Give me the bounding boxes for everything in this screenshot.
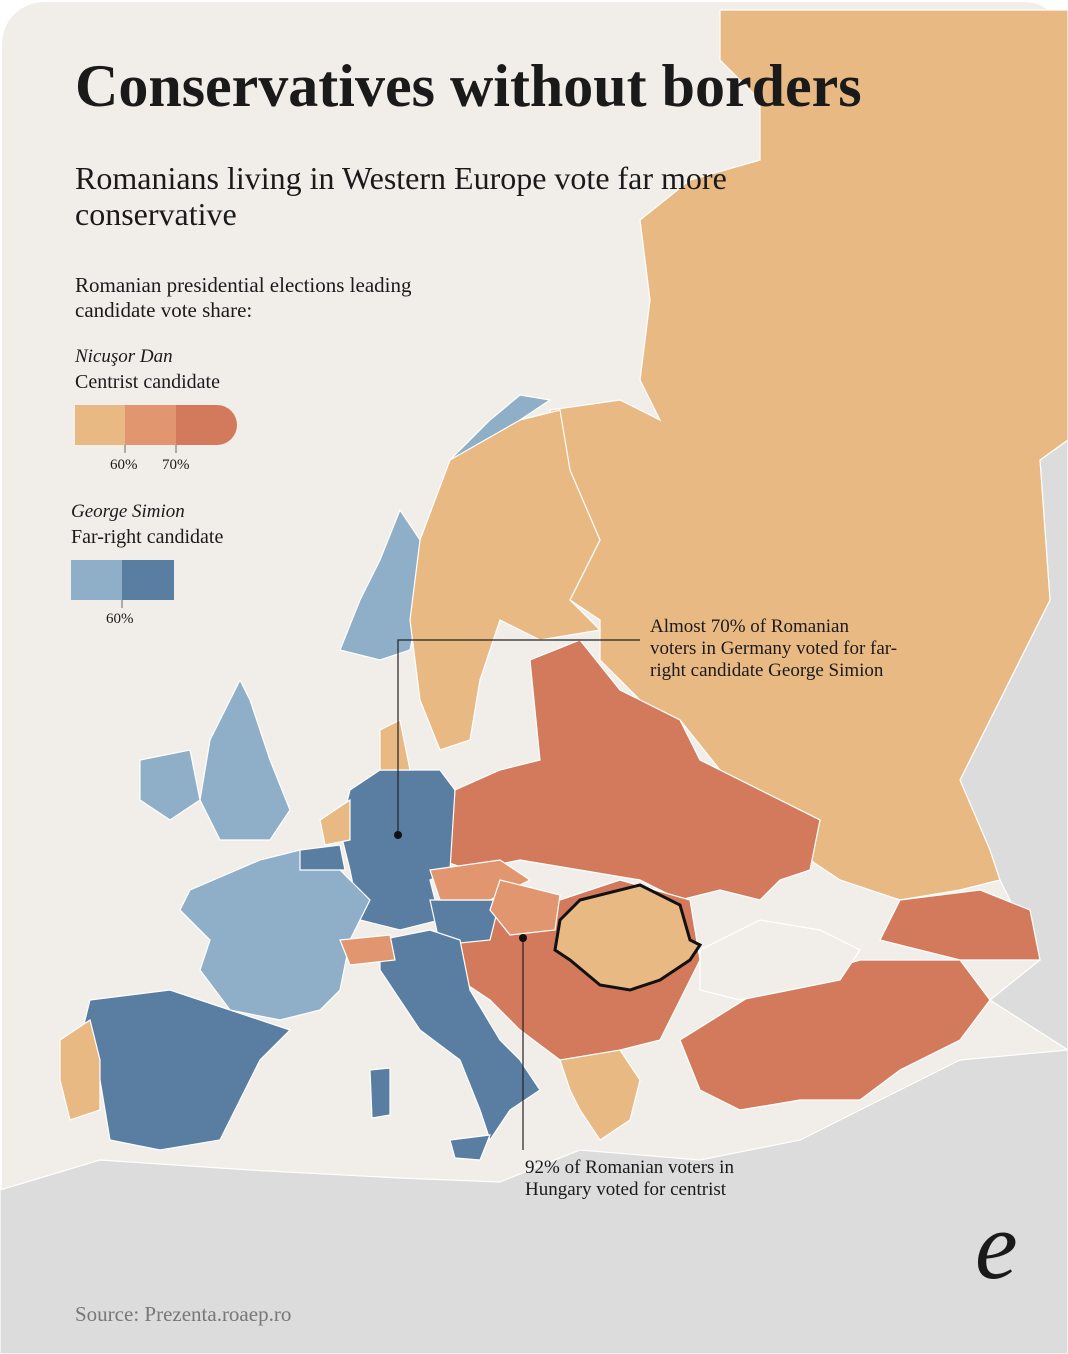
ireland xyxy=(139,749,201,821)
legend-heading: Romanian presidential elections leading … xyxy=(75,273,412,322)
legend-swatch xyxy=(176,405,237,445)
romania xyxy=(553,883,703,992)
legend-description: Centrist candidate xyxy=(75,371,220,393)
legend-name: George Simion xyxy=(71,501,185,522)
portugal xyxy=(59,1019,101,1121)
britain xyxy=(199,678,291,841)
hungary xyxy=(489,879,561,936)
legend-swatch xyxy=(122,560,174,600)
legend-tick: 60% xyxy=(106,611,134,627)
legend-swatch xyxy=(71,560,122,600)
greece xyxy=(559,1049,641,1141)
sicily xyxy=(449,1134,491,1161)
leader-dot xyxy=(394,831,402,839)
netherlands xyxy=(319,798,351,846)
switzerland xyxy=(339,934,396,966)
title: Conservatives without borders xyxy=(75,53,862,119)
annotation: 92% of Romanian voters in Hungary voted … xyxy=(525,1157,734,1200)
italy xyxy=(379,929,541,1142)
legend-swatch xyxy=(75,405,125,445)
legend-swatch xyxy=(125,405,176,445)
legend-description: Far-right candidate xyxy=(71,526,224,548)
legend-tick: 60% xyxy=(110,457,138,473)
denmark xyxy=(379,719,411,771)
subtitle: Romanians living in Western Europe vote … xyxy=(75,160,727,232)
sweden-finland xyxy=(409,409,602,751)
source: Source: Prezenta.roaep.ro xyxy=(75,1302,292,1326)
legend-tick: 70% xyxy=(162,457,190,473)
leader-dot xyxy=(519,934,527,942)
caucasus xyxy=(879,889,1041,961)
belgium xyxy=(299,844,346,871)
annotation: Almost 70% of Romanian voters in Germany… xyxy=(650,616,898,681)
logo: e xyxy=(975,1192,1018,1299)
legend-name: Nicuşor Dan xyxy=(75,346,173,367)
leader-line xyxy=(397,639,640,835)
black-sea xyxy=(699,919,861,1001)
sardinia xyxy=(369,1067,391,1119)
land-south xyxy=(0,1049,1068,1354)
